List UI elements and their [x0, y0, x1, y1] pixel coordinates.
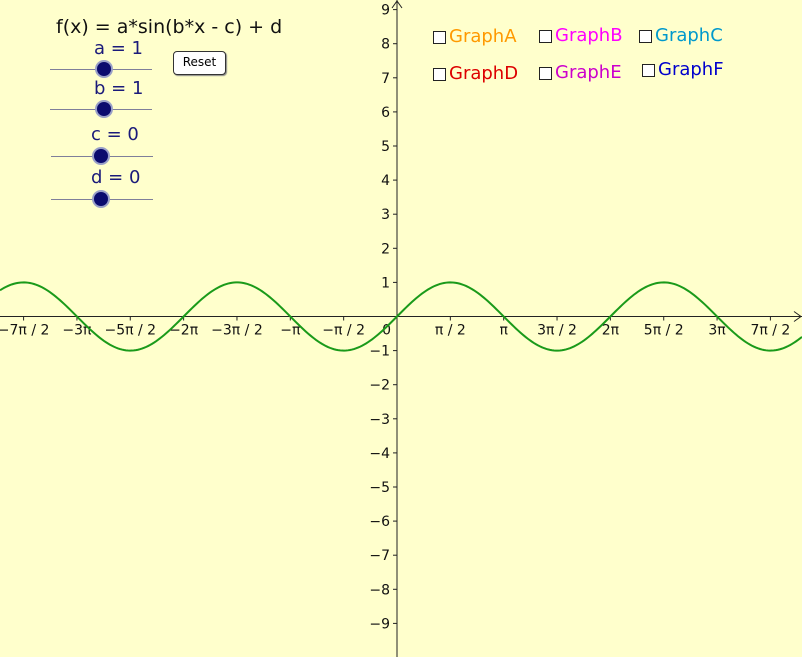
y-tick-label: 3: [381, 207, 390, 223]
graph-b-label: GraphB: [555, 25, 623, 46]
y-tick-label: 2: [381, 241, 390, 257]
graph-f-checkbox[interactable]: GraphF: [642, 59, 724, 80]
x-tick-label: π: [499, 323, 508, 339]
slider-d-label: d = 0: [91, 167, 141, 188]
graph-f-label: GraphF: [658, 59, 724, 80]
y-axis-arrow: [391, 0, 403, 9]
reset-button[interactable]: Reset: [173, 51, 226, 75]
x-tick-label: −3π / 2: [211, 323, 263, 339]
y-tick-label: 1: [381, 275, 390, 291]
checkbox-square[interactable]: [642, 63, 655, 77]
slider-c-handle[interactable]: [94, 149, 108, 163]
y-tick-label: 4: [381, 173, 390, 189]
graph-a-checkbox[interactable]: GraphA: [433, 26, 517, 47]
slider-a-label: a = 1: [94, 38, 144, 59]
slider-d-handle[interactable]: [94, 192, 108, 206]
checkbox-square[interactable]: [539, 29, 552, 43]
graph-d-checkbox[interactable]: GraphD: [433, 63, 518, 84]
x-axis-arrow: [793, 311, 802, 322]
y-tick-label: −5: [369, 480, 390, 496]
x-tick-label: −π / 2: [322, 323, 365, 339]
y-tick-label: −7: [369, 548, 390, 564]
graph-b-checkbox[interactable]: GraphB: [539, 25, 623, 46]
x-tick-label: 3π: [708, 323, 726, 339]
x-tick-label: 5π / 2: [644, 323, 684, 339]
x-tick-label: π / 2: [435, 323, 466, 339]
x-tick-label: 7π / 2: [750, 323, 790, 339]
y-tick-label: 5: [381, 139, 390, 155]
graph-e-label: GraphE: [555, 62, 622, 83]
function-formula: f(x) = a*sin(b*x - c) + d: [56, 16, 283, 38]
y-tick-label: 9: [381, 3, 390, 19]
y-tick-label: 6: [381, 105, 390, 121]
x-tick-label: 3π / 2: [537, 323, 577, 339]
sine-curve: [0, 281, 802, 352]
graph-d-label: GraphD: [449, 63, 519, 84]
x-tick-label: −7π / 2: [0, 323, 49, 339]
slider-c-label: c = 0: [91, 124, 139, 145]
x-tick-label: 2π: [602, 323, 620, 339]
x-tick-label: −π: [280, 323, 301, 339]
graph-c-checkbox[interactable]: GraphC: [639, 25, 723, 46]
x-tick-label: −2π: [169, 323, 199, 339]
slider-b-label: b = 1: [94, 78, 144, 99]
y-tick-label: −1: [369, 344, 390, 360]
origin-label: 0: [382, 323, 391, 339]
y-tick-label: 8: [381, 37, 390, 53]
y-tick-label: −6: [369, 514, 390, 530]
y-tick-label: −4: [369, 446, 390, 462]
slider-a-handle[interactable]: [97, 62, 111, 76]
graph-a-label: GraphA: [449, 26, 517, 47]
x-tick-label: −5π / 2: [104, 323, 156, 339]
y-tick-label: −3: [369, 412, 390, 428]
x-tick-label: −3π: [62, 323, 92, 339]
graph-e-checkbox[interactable]: GraphE: [539, 62, 622, 83]
y-tick-label: −8: [369, 582, 390, 598]
y-tick-label: −9: [369, 616, 390, 632]
checkbox-square[interactable]: [433, 67, 446, 81]
checkbox-square[interactable]: [639, 29, 652, 43]
y-tick-label: 7: [381, 71, 390, 87]
graph-c-label: GraphC: [655, 25, 723, 46]
checkbox-square[interactable]: [433, 30, 446, 44]
slider-b-handle[interactable]: [97, 102, 111, 116]
checkbox-square[interactable]: [539, 66, 552, 80]
y-tick-label: −2: [369, 378, 390, 394]
